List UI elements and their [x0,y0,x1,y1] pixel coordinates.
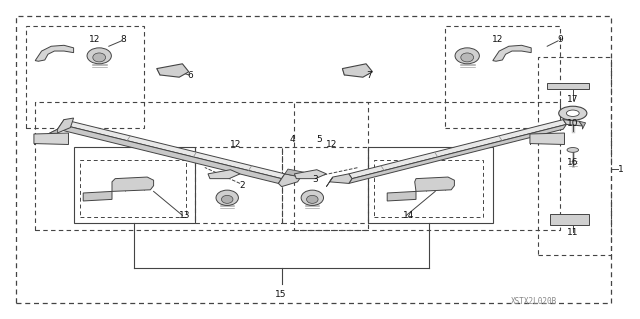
Ellipse shape [221,195,233,204]
Ellipse shape [301,190,323,205]
Ellipse shape [461,53,474,62]
Polygon shape [330,174,352,183]
Text: 4: 4 [290,135,295,144]
Polygon shape [342,64,372,77]
Polygon shape [349,120,566,179]
Ellipse shape [455,48,479,64]
Polygon shape [61,120,285,179]
Ellipse shape [93,53,106,62]
Text: 3: 3 [312,175,317,184]
Polygon shape [285,169,304,177]
Polygon shape [208,170,240,179]
Polygon shape [326,177,333,187]
Circle shape [559,106,587,120]
Text: XSTX2L020B: XSTX2L020B [511,297,557,306]
Text: 15: 15 [275,290,286,299]
Polygon shape [493,45,531,61]
Polygon shape [34,133,68,145]
Text: 16: 16 [567,158,579,167]
Ellipse shape [87,48,111,64]
Polygon shape [349,124,566,183]
Text: 12: 12 [89,35,100,44]
Polygon shape [563,120,582,126]
Text: 10: 10 [567,119,579,128]
Text: 1: 1 [618,165,623,174]
Polygon shape [579,121,586,129]
Text: 11: 11 [567,228,579,237]
Text: 17: 17 [567,95,579,104]
Text: 7: 7 [367,71,372,80]
Polygon shape [112,177,154,191]
Polygon shape [547,83,589,89]
Text: 12: 12 [492,35,504,44]
Text: 6: 6 [188,71,193,80]
Ellipse shape [216,190,238,205]
Polygon shape [294,170,326,179]
Text: 2: 2 [239,181,244,190]
Polygon shape [83,191,112,201]
Polygon shape [42,118,74,137]
Circle shape [566,110,579,116]
Polygon shape [387,191,416,201]
Polygon shape [550,214,589,225]
Text: 13: 13 [179,211,190,220]
Text: 12: 12 [326,140,337,149]
Polygon shape [530,133,564,145]
Polygon shape [40,129,58,142]
Text: 12: 12 [230,140,241,149]
Text: 9: 9 [557,35,563,44]
Polygon shape [415,177,454,191]
Polygon shape [58,124,282,183]
Polygon shape [278,174,301,187]
Text: 5: 5 [316,135,321,144]
Ellipse shape [307,195,318,204]
Polygon shape [35,45,74,61]
Text: 8: 8 [121,35,126,44]
Text: 14: 14 [403,211,414,220]
Polygon shape [157,64,189,77]
Ellipse shape [567,147,579,152]
